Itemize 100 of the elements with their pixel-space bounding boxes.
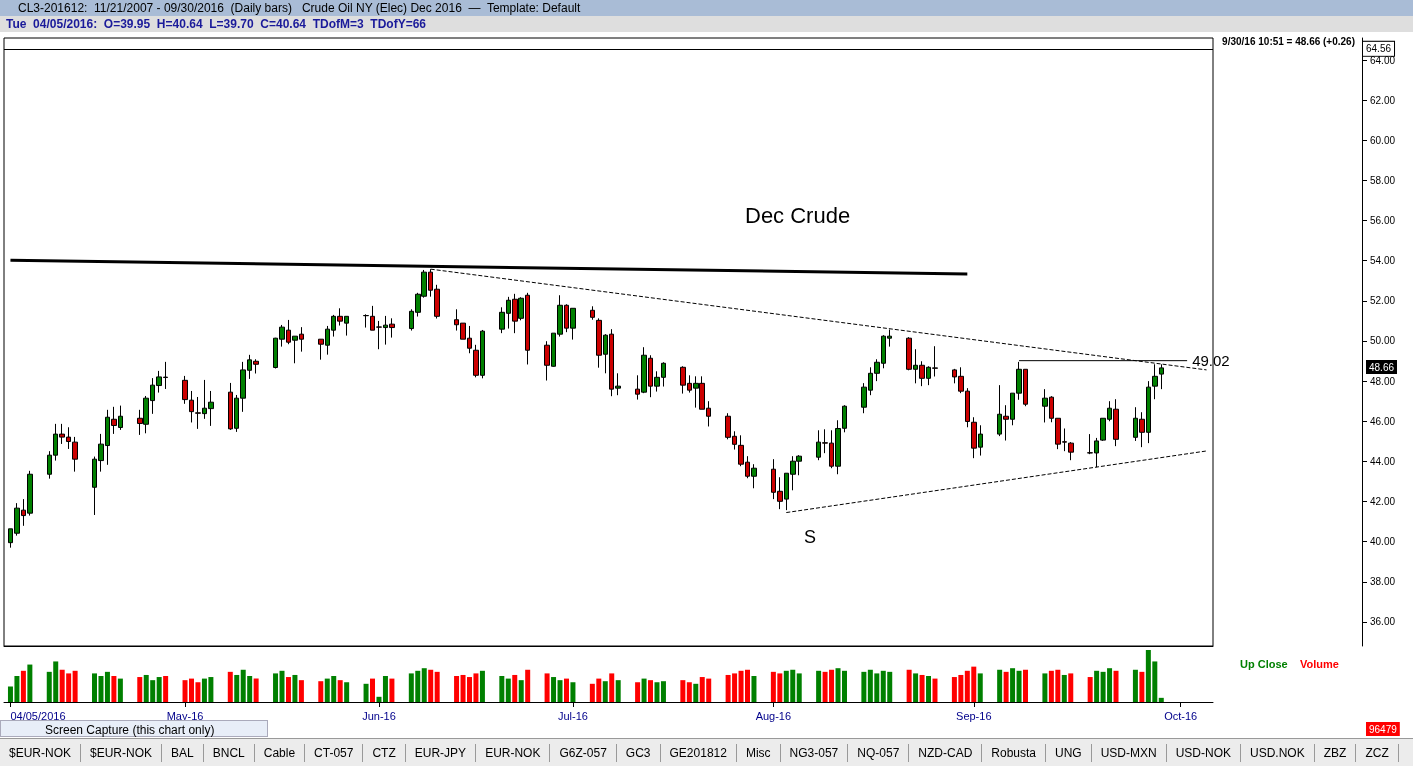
bar xyxy=(1003,671,1009,702)
bar xyxy=(227,671,233,702)
bar xyxy=(156,677,162,702)
bar xyxy=(279,670,285,702)
bar xyxy=(602,681,608,702)
bar xyxy=(1113,670,1119,702)
bar xyxy=(861,671,867,702)
text: EUR-NOK xyxy=(476,744,551,762)
text: 9/30/16 10:51 = 48.66 (+0.26) xyxy=(1222,35,1356,47)
data-label: 49.02 xyxy=(1192,352,1230,370)
bar xyxy=(551,677,557,702)
text: USD-NOK xyxy=(1166,744,1242,762)
bar xyxy=(1010,668,1016,702)
bar xyxy=(382,676,388,702)
bar xyxy=(376,696,382,702)
bar xyxy=(816,670,822,702)
text: 96479 xyxy=(1369,723,1398,735)
bar xyxy=(117,678,123,702)
bar xyxy=(570,682,576,702)
x-tick-label: Aug-16 xyxy=(755,709,792,722)
annotation: S xyxy=(804,527,817,547)
x-tick-label: Sep-16 xyxy=(956,709,992,722)
bar xyxy=(512,674,518,702)
y-tick-label: 42.00 xyxy=(1370,496,1396,508)
bar xyxy=(751,676,757,702)
bar xyxy=(505,678,511,702)
y-tick-label: 56.00 xyxy=(1370,215,1396,227)
bar xyxy=(111,676,117,702)
bar xyxy=(977,673,983,702)
candlestick xyxy=(590,305,595,321)
bar xyxy=(1042,673,1048,702)
y-tick-label: 38.00 xyxy=(1370,576,1396,588)
text: NG3-057 xyxy=(780,744,849,762)
x-tick-label: Jul-16 xyxy=(557,709,588,722)
text: 48.66 xyxy=(1369,361,1395,373)
text: Up Close xyxy=(1240,657,1288,670)
bar xyxy=(337,680,343,702)
bar xyxy=(1068,673,1074,702)
bar xyxy=(20,670,26,702)
bar xyxy=(1094,670,1100,702)
bar xyxy=(273,673,279,702)
bar xyxy=(234,674,240,702)
bar xyxy=(518,680,524,702)
bar xyxy=(919,674,925,702)
bar xyxy=(344,682,350,702)
bar xyxy=(163,676,169,702)
text: BNCL xyxy=(203,744,255,762)
bar xyxy=(997,669,1003,702)
y-tick-label: 54.00 xyxy=(1370,255,1396,267)
bar xyxy=(285,677,291,702)
bar xyxy=(1016,670,1022,702)
bar xyxy=(298,680,304,702)
bar xyxy=(544,673,550,702)
x-tick-label: May-16 xyxy=(166,709,204,722)
bar xyxy=(104,671,110,702)
bar xyxy=(926,676,932,702)
bar xyxy=(648,680,654,702)
text: Cable xyxy=(254,744,306,762)
bar xyxy=(1087,677,1093,702)
bar xyxy=(318,681,324,702)
bar xyxy=(796,673,802,702)
candlestick xyxy=(189,390,194,423)
text: $EUR-NOK xyxy=(0,744,82,762)
y-tick-label: 46.00 xyxy=(1370,415,1396,427)
text: ZBZ xyxy=(1314,744,1357,762)
bar xyxy=(686,682,692,702)
bar xyxy=(680,680,686,702)
text: GC3 xyxy=(616,744,661,762)
y-tick-label: 60.00 xyxy=(1370,134,1396,146)
bar xyxy=(292,674,298,702)
bar xyxy=(660,681,666,702)
text: CT-057 xyxy=(305,744,364,762)
text: NQ-057 xyxy=(848,744,910,762)
x-tick-label: Jun-16 xyxy=(362,709,396,722)
bar xyxy=(434,671,440,702)
chart-title: CL3-201612: 11/21/2007 - 09/30/2016 (Daily bars) Crude Oil NY (Elec) Dec 2016 — Template: Default xyxy=(0,0,1413,16)
text: CTZ xyxy=(363,744,406,762)
text: USD.NOK xyxy=(1241,744,1315,762)
bar xyxy=(654,682,660,702)
y-tick-label: 58.00 xyxy=(1370,174,1396,186)
text: G6Z-057 xyxy=(550,744,617,762)
text: Robusta xyxy=(982,744,1047,762)
text: NZD-CAD xyxy=(909,744,983,762)
text: USD-MXN xyxy=(1091,744,1167,762)
bar xyxy=(913,673,919,702)
text: EUR-JPY xyxy=(405,744,477,762)
candlestick xyxy=(363,313,369,329)
x-tick-label: 04/05/2016 xyxy=(10,709,66,722)
text: GE201812 xyxy=(660,744,737,762)
text: Misc xyxy=(736,744,781,762)
bar xyxy=(454,676,460,702)
bar xyxy=(641,678,647,702)
y-tick-label: 62.00 xyxy=(1370,94,1396,106)
text: BAL xyxy=(162,744,204,762)
bar xyxy=(906,669,912,702)
bar xyxy=(693,683,699,702)
y-tick-label: 36.00 xyxy=(1370,616,1396,628)
chart-subtitle: Tue 04/05/2016: O=39.95 H=40.64 L=39.70 C=40.64 TDofM=3 TDofY=66 xyxy=(0,16,1413,32)
x-tick-label: Oct-16 xyxy=(1164,709,1198,722)
bar xyxy=(389,678,395,702)
